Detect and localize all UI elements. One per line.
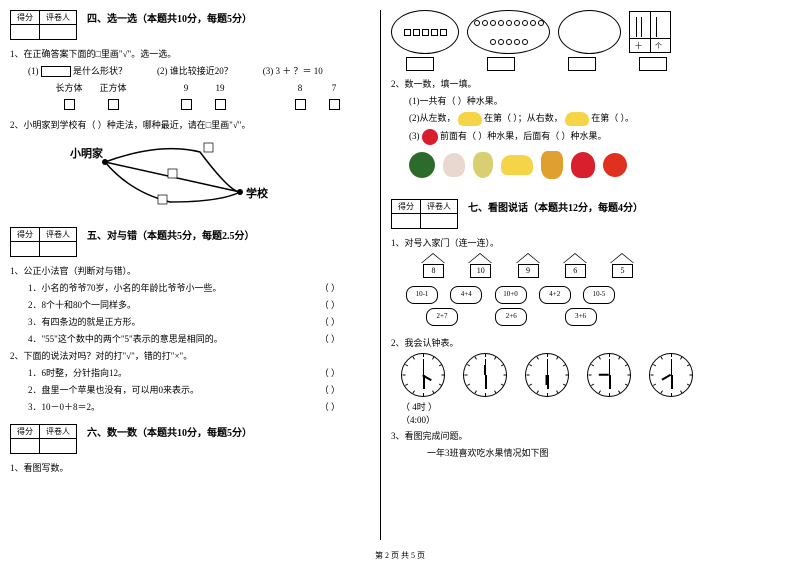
oval-answers: [391, 57, 751, 71]
checkbox[interactable]: [329, 99, 340, 110]
page-footer: 第 2 页 共 5 页: [0, 550, 800, 561]
house-icon: 9: [511, 253, 546, 278]
checkbox[interactable]: [295, 99, 306, 110]
s5-s1: 1．小名的爷爷70岁，小名的年龄比爷爷小一些。（ ）: [10, 281, 370, 295]
checkbox[interactable]: [108, 99, 119, 110]
sec4-options-row1: (1) 是什么形状？ (2) 谁比较接近20？ (3) 3 ＋ ？＝ 10: [10, 64, 370, 77]
score-table: 得分评卷人: [10, 424, 77, 454]
score-table: 得分评卷人: [10, 227, 77, 257]
checkbox[interactable]: [64, 99, 75, 110]
s5-q1: 1、公正小法官（判断对与错）。: [10, 264, 370, 278]
opt2: (2) 谁比较接近20？: [157, 64, 233, 77]
clock-label2: （4:00）: [391, 413, 751, 426]
s5-s4: 4．"55"这个数中的两个"5"表示的意思是相同的。（ ）: [10, 332, 370, 346]
sec5-title: 五、对与错（本题共5分，每题2.5分）: [77, 227, 255, 242]
sec4-header: 得分评卷人 四、选一选（本题共10分，每题5分）: [10, 10, 370, 44]
s7-q1: 1、对号入家门（连一连）。: [391, 236, 751, 250]
clocks-row: [391, 353, 751, 397]
clock-icon: [463, 353, 507, 397]
s5-q2: 2、下面的说法对吗？对的打"√"，错的打"×"。: [10, 349, 370, 363]
score-table: 得分评卷人: [391, 199, 458, 229]
s7-q3: 3、看图完成问题。: [391, 429, 751, 443]
sec4-q2: 2、小明家到学校有（ ）种走法，哪种最近，请在□里画"√"。: [10, 118, 370, 132]
oval1: [391, 10, 459, 54]
score-label: 得分: [11, 11, 40, 25]
s5-t3: 3．10－0＋8＝2。（ ）: [10, 400, 370, 414]
sec4-title: 四、选一选（本题共10分，每题5分）: [77, 10, 252, 25]
watermelon-icon: [409, 152, 435, 178]
r-r2: (2)从左数， 在第（ ）；从右数， 在第（ ）。: [391, 111, 751, 126]
home-label: 小明家: [70, 145, 103, 161]
s5-s3: 3．有四条边的就是正方形。（ ）: [10, 315, 370, 329]
sec6-header: 得分评卷人 六、数一数（本题共10分，每题5分）: [10, 424, 370, 458]
houses-row: 8 10 9 6 5: [391, 253, 751, 280]
opt1: (1) 是什么形状？: [28, 64, 127, 77]
pigs-row1: 10-1 4+4 10+0 4+2 10-5: [391, 284, 751, 306]
r-r1: (1)一共有（ ）种水果。: [391, 94, 751, 108]
s5-t1: 1．6时整，分针指向12。（ ）: [10, 366, 370, 380]
pig-icon: 4+4: [450, 286, 482, 304]
banana-icon: [458, 112, 482, 126]
apple-icon: [603, 153, 627, 177]
right-column: 十 个 2、数一数，填一填。 (1)一共有（ ）种水果。 (2)从左数， 在第（…: [381, 0, 761, 540]
page: 得分评卷人 四、选一选（本题共10分，每题5分） 1、在正确答案下面的□里画"√…: [0, 0, 800, 540]
school-label: 学校: [246, 185, 268, 201]
pig-icon: 2+7: [426, 308, 458, 326]
checkbox[interactable]: [215, 99, 226, 110]
score-table: 得分评卷人: [10, 10, 77, 40]
garlic-icon: [443, 153, 465, 177]
oval2: [467, 10, 550, 54]
sec5-header: 得分评卷人 五、对与错（本题共5分，每题2.5分）: [10, 227, 370, 261]
clock-icon: [649, 353, 693, 397]
pig-icon: 3+6: [565, 308, 597, 326]
checkbox[interactable]: [181, 99, 192, 110]
sec7-title: 七、看图说话（本题共12分，每题4分）: [458, 199, 643, 214]
strawberry-icon: [422, 129, 438, 145]
count-ovals: 十 个: [391, 10, 751, 54]
sec6-title: 六、数一数（本题共10分，每题5分）: [77, 424, 252, 439]
pig-icon: 10-1: [406, 286, 438, 304]
s7-q3s: 一年3班喜欢吃水果情况如下图: [391, 446, 751, 460]
pigs-row2: 2+7 2+6 3+6: [391, 306, 751, 328]
sec4-checkboxes: [10, 98, 370, 109]
clock-icon: [587, 353, 631, 397]
sec4-q1: 1、在正确答案下面的□里画"√"。选一选。: [10, 47, 370, 61]
grader-label: 评卷人: [40, 11, 77, 25]
pig-icon: 2+6: [495, 308, 527, 326]
sec7-header: 得分评卷人 七、看图说话（本题共12分，每题4分）: [391, 199, 751, 233]
s5-t2: 2．盘里一个苹果也没有，可以用0来表示。（ ）: [10, 383, 370, 397]
clock-icon: [525, 353, 569, 397]
pig-icon: 10-5: [583, 286, 615, 304]
pineapple-icon: [541, 151, 563, 179]
house-icon: 10: [463, 253, 498, 278]
strawberry-icon: [571, 152, 595, 178]
r-r3: (3) 前面有（ ）种水果，后面有（ ）种水果。: [391, 129, 751, 145]
map-graphic: 小明家 学校: [70, 137, 310, 217]
pear-icon: [473, 152, 493, 178]
path-lines-icon: [70, 137, 310, 217]
clock-icon: [401, 353, 445, 397]
oval3: [558, 10, 621, 54]
pig-icon: 4+2: [539, 286, 571, 304]
rect-icon: [41, 66, 71, 77]
s7-q2: 2、我会认钟表。: [391, 336, 751, 350]
pig-icon: 10+0: [495, 286, 527, 304]
house-icon: 8: [416, 253, 451, 278]
banana-icon: [501, 155, 533, 175]
r-q2: 2、数一数，填一填。: [391, 77, 751, 91]
house-icon: 6: [558, 253, 593, 278]
place-value-box: 十 个: [629, 11, 671, 53]
left-column: 得分评卷人 四、选一选（本题共10分，每题5分） 1、在正确答案下面的□里画"√…: [0, 0, 380, 540]
sec4-labels: 长方体 正方体 9 19 8 7: [10, 81, 370, 94]
s6-q1: 1、看图写数。: [10, 461, 370, 475]
s5-s2: 2．8个十和80个一同样多。（ ）: [10, 298, 370, 312]
banana-icon: [565, 112, 589, 126]
fruit-row: [391, 151, 751, 179]
clock-label1: （ 4时 ）: [391, 400, 751, 413]
opt3: (3) 3 ＋ ？＝ 10: [263, 64, 323, 77]
house-icon: 5: [605, 253, 640, 278]
